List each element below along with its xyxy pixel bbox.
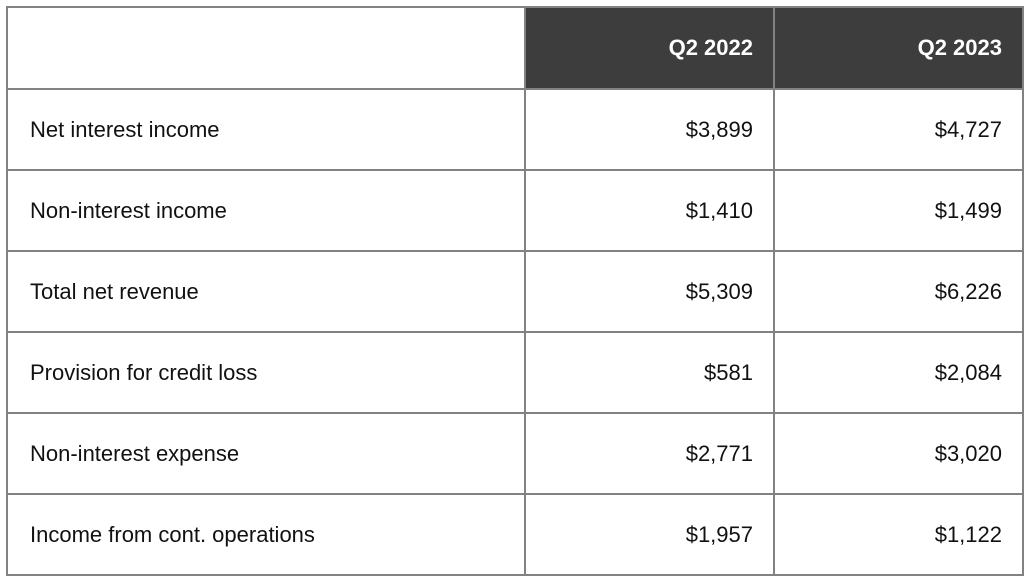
value-q2-2022: $1,410 bbox=[524, 169, 775, 252]
value-q2-2022: $3,899 bbox=[524, 88, 775, 171]
row-label: Provision for credit loss bbox=[6, 331, 526, 414]
column-header-q2-2022: Q2 2022 bbox=[524, 6, 775, 90]
table-row: Provision for credit loss $581 $2,084 bbox=[6, 331, 1024, 414]
table-row: Income from cont. operations $1,957 $1,1… bbox=[6, 493, 1024, 576]
table-row: Total net revenue $5,309 $6,226 bbox=[6, 250, 1024, 333]
corner-empty-cell bbox=[6, 6, 526, 90]
table-header: Q2 2022 Q2 2023 bbox=[6, 6, 1024, 90]
value-q2-2022: $581 bbox=[524, 331, 775, 414]
financial-results-table: Q2 2022 Q2 2023 Net interest income $3,8… bbox=[6, 6, 1024, 576]
value-q2-2022: $1,957 bbox=[524, 493, 775, 576]
column-header-q2-2023: Q2 2023 bbox=[773, 6, 1024, 90]
table-row: Net interest income $3,899 $4,727 bbox=[6, 88, 1024, 171]
value-q2-2023: $3,020 bbox=[773, 412, 1024, 495]
row-label: Total net revenue bbox=[6, 250, 526, 333]
value-q2-2022: $5,309 bbox=[524, 250, 775, 333]
table-row: Non-interest expense $2,771 $3,020 bbox=[6, 412, 1024, 495]
table-body: Net interest income $3,899 $4,727 Non-in… bbox=[6, 88, 1024, 576]
row-label: Net interest income bbox=[6, 88, 526, 171]
row-label: Non-interest expense bbox=[6, 412, 526, 495]
value-q2-2023: $6,226 bbox=[773, 250, 1024, 333]
row-label: Non-interest income bbox=[6, 169, 526, 252]
header-row: Q2 2022 Q2 2023 bbox=[6, 6, 1024, 90]
value-q2-2023: $1,122 bbox=[773, 493, 1024, 576]
value-q2-2023: $4,727 bbox=[773, 88, 1024, 171]
row-label: Income from cont. operations bbox=[6, 493, 526, 576]
value-q2-2022: $2,771 bbox=[524, 412, 775, 495]
table-row: Non-interest income $1,410 $1,499 bbox=[6, 169, 1024, 252]
value-q2-2023: $1,499 bbox=[773, 169, 1024, 252]
value-q2-2023: $2,084 bbox=[773, 331, 1024, 414]
